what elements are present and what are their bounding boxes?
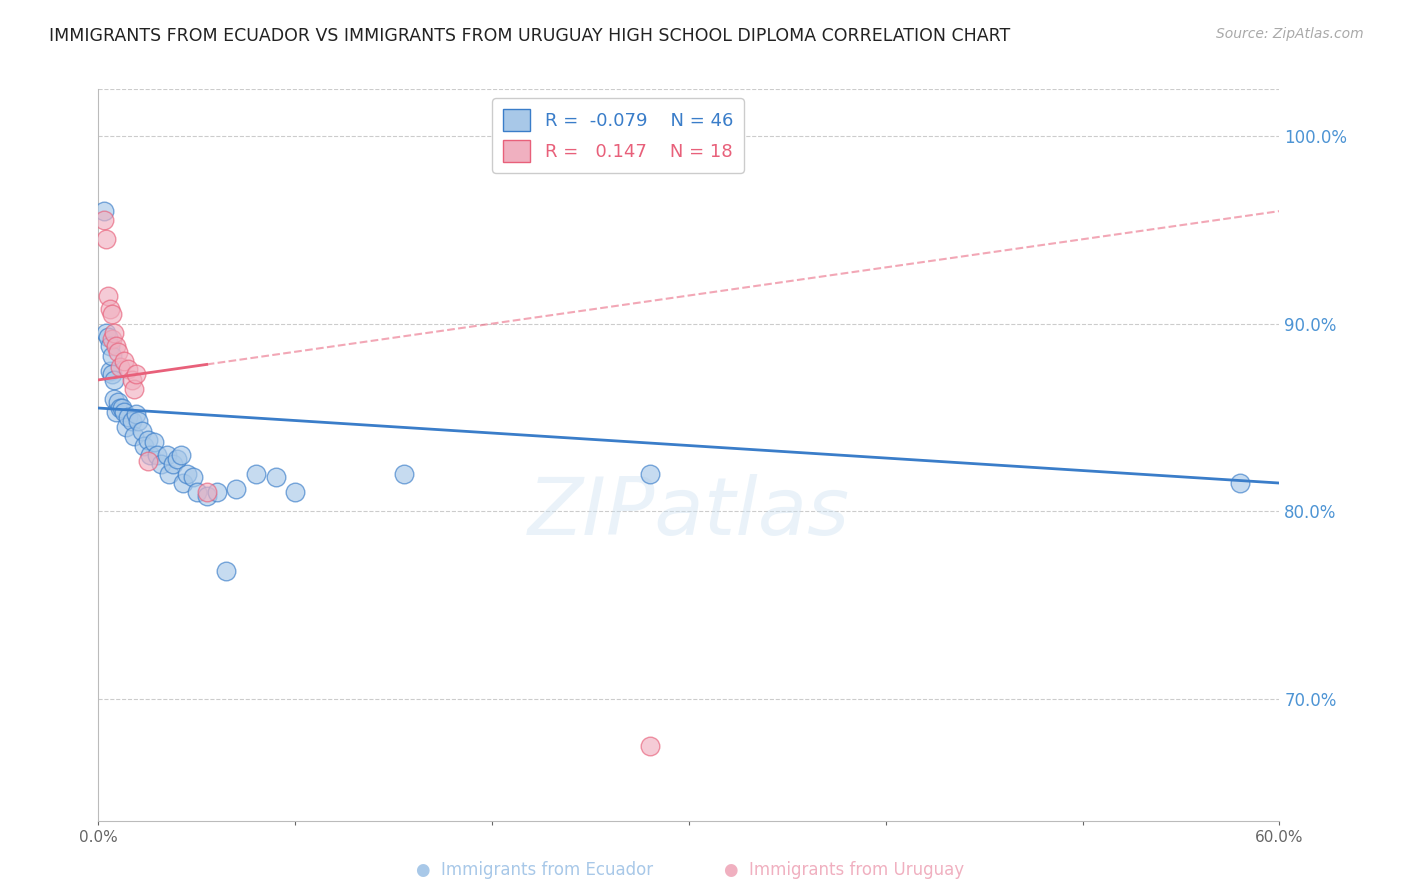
Point <box>245 467 267 481</box>
Point <box>112 405 135 419</box>
Point <box>121 373 143 387</box>
Point <box>125 368 148 382</box>
Text: ●  Immigrants from Uruguay: ● Immigrants from Uruguay <box>724 861 963 879</box>
Point <box>157 467 180 481</box>
Point <box>108 359 131 374</box>
Point <box>96 232 118 246</box>
Point <box>101 307 124 321</box>
Point <box>205 485 228 500</box>
Point <box>215 564 238 578</box>
Point <box>125 407 148 421</box>
Point <box>166 451 188 466</box>
Legend: R =  -0.079    N = 46, R =   0.147    N = 18: R = -0.079 N = 46, R = 0.147 N = 18 <box>492 98 744 173</box>
Point <box>93 204 115 219</box>
Point <box>121 414 143 428</box>
Point <box>127 414 149 428</box>
Point <box>107 344 129 359</box>
Point <box>101 332 124 346</box>
Point <box>172 476 194 491</box>
Text: ZIPatlas: ZIPatlas <box>527 475 851 552</box>
Point <box>105 405 128 419</box>
Point <box>131 424 153 438</box>
Text: ●  Immigrants from Ecuador: ● Immigrants from Ecuador <box>416 861 652 879</box>
Point <box>98 363 121 377</box>
Point <box>96 326 118 340</box>
Point <box>136 453 159 467</box>
Text: Source: ZipAtlas.com: Source: ZipAtlas.com <box>1216 27 1364 41</box>
Point <box>105 339 128 353</box>
Point <box>97 330 120 344</box>
Point <box>101 368 124 382</box>
Point <box>97 288 120 302</box>
Point <box>103 326 125 340</box>
Point <box>638 467 661 481</box>
Point <box>392 467 415 481</box>
Point <box>103 373 125 387</box>
Point <box>181 470 204 484</box>
Point <box>115 419 138 434</box>
Point <box>225 482 247 496</box>
Point <box>111 401 134 415</box>
Point <box>146 448 169 462</box>
Point <box>107 395 129 409</box>
Point <box>638 739 661 753</box>
Point <box>264 470 287 484</box>
Point <box>117 361 139 376</box>
Point <box>176 467 198 481</box>
Point <box>156 448 179 462</box>
Point <box>186 485 208 500</box>
Point <box>98 339 121 353</box>
Point <box>195 485 218 500</box>
Point <box>132 438 155 452</box>
Point <box>117 410 139 425</box>
Point <box>1229 476 1251 491</box>
Point <box>122 429 145 443</box>
Point <box>195 489 218 503</box>
Text: IMMIGRANTS FROM ECUADOR VS IMMIGRANTS FROM URUGUAY HIGH SCHOOL DIPLOMA CORRELATI: IMMIGRANTS FROM ECUADOR VS IMMIGRANTS FR… <box>49 27 1011 45</box>
Point <box>103 392 125 406</box>
Point <box>150 458 173 472</box>
Point <box>101 349 124 363</box>
Point <box>142 434 165 449</box>
Point <box>136 433 159 447</box>
Point <box>122 382 145 396</box>
Point <box>284 485 307 500</box>
Point <box>162 458 184 472</box>
Point <box>93 213 115 227</box>
Point <box>138 448 160 462</box>
Point <box>170 448 193 462</box>
Point <box>98 301 121 316</box>
Point <box>112 354 135 368</box>
Point <box>108 401 131 415</box>
